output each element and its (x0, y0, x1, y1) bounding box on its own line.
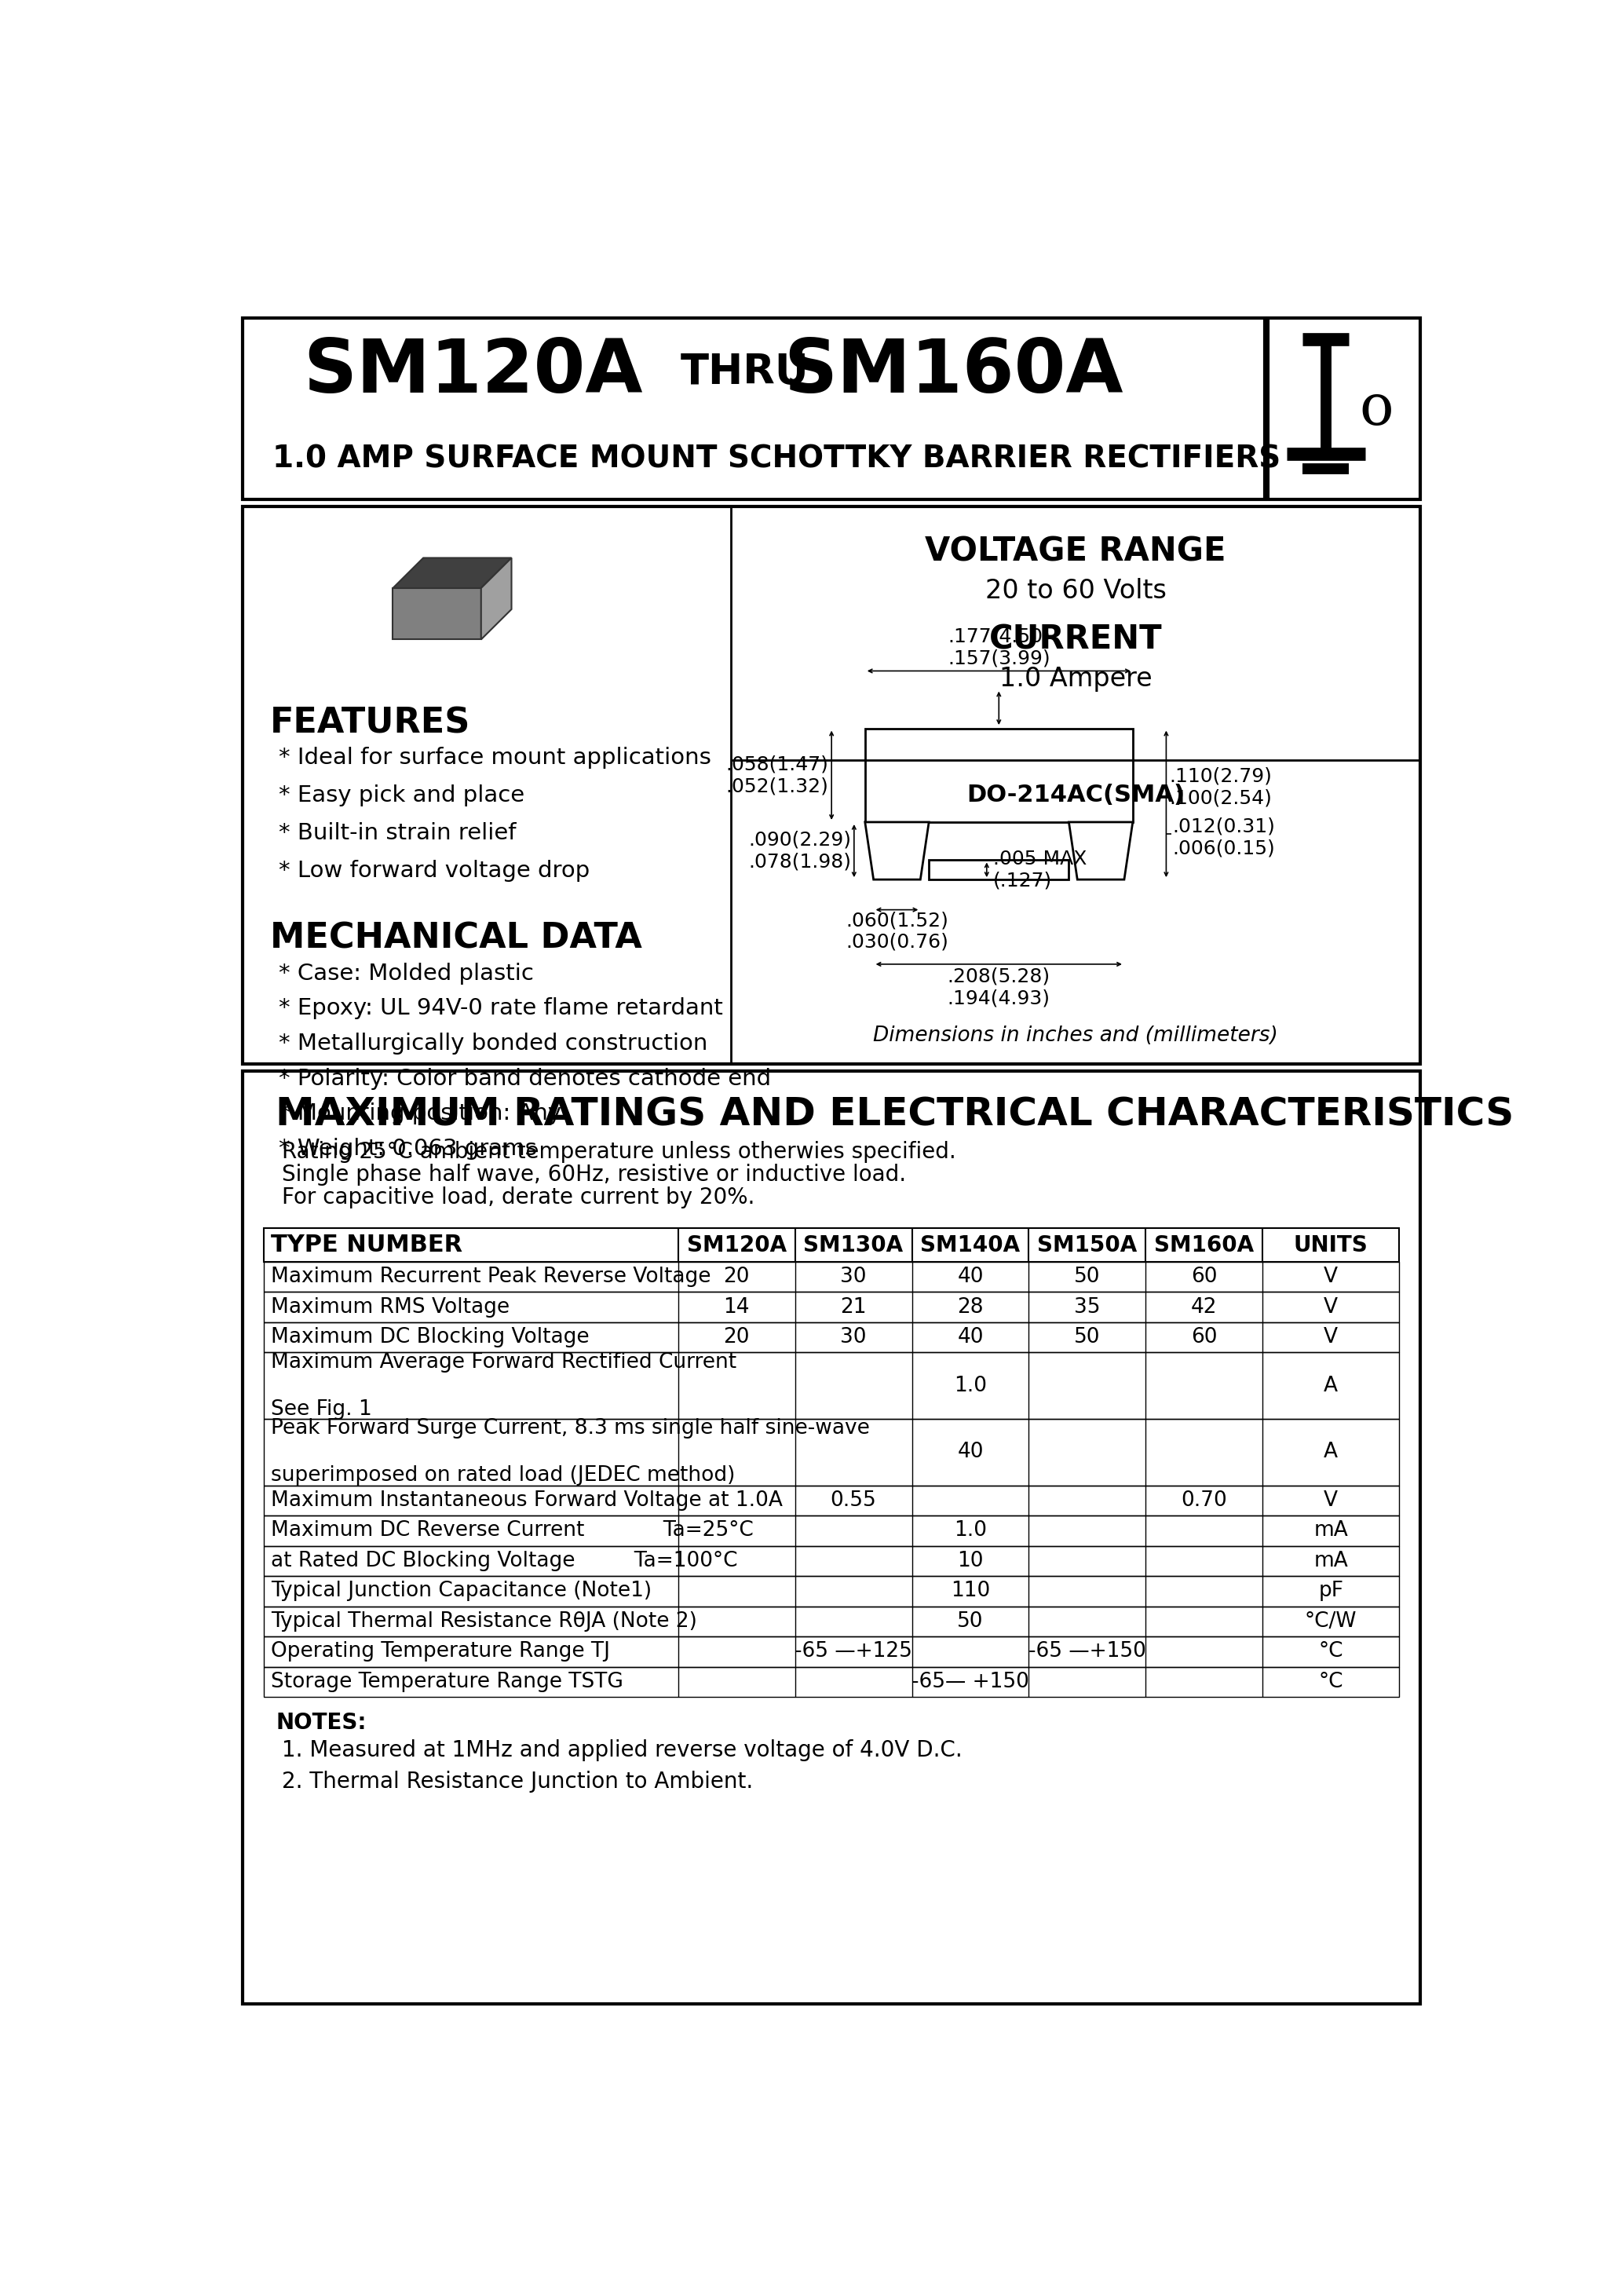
Text: 60: 60 (1191, 1327, 1218, 1348)
Bar (264, 1419, 1398, 1486)
Text: o: o (1359, 381, 1393, 436)
Polygon shape (482, 558, 511, 641)
Polygon shape (393, 588, 482, 641)
Bar (264, 1228, 1398, 1263)
Text: Maximum Recurrent Peak Reverse Voltage: Maximum Recurrent Peak Reverse Voltage (271, 1267, 710, 1288)
Text: 20: 20 (723, 1327, 749, 1348)
Text: THRU: THRU (680, 351, 809, 393)
Text: 1.0: 1.0 (954, 1520, 986, 1541)
Text: MAXIMUM RATINGS AND ELECTRICAL CHARACTERISTICS: MAXIMUM RATINGS AND ELECTRICAL CHARACTER… (276, 1095, 1513, 1134)
Text: V: V (1324, 1267, 1338, 1288)
Text: 35: 35 (1074, 1297, 1100, 1318)
Text: 28: 28 (957, 1297, 983, 1318)
Text: pF: pF (1319, 1582, 1343, 1600)
Text: * Polarity: Color band denotes cathode end: * Polarity: Color band denotes cathode e… (279, 1068, 770, 1091)
Bar (242, 507, 1421, 1063)
Text: .177(4.50)
.157(3.99): .177(4.50) .157(3.99) (947, 627, 1049, 668)
Text: * Case: Molded plastic: * Case: Molded plastic (279, 962, 534, 985)
Text: 40: 40 (957, 1327, 983, 1348)
Text: Dimensions in inches and (millimeters): Dimensions in inches and (millimeters) (873, 1026, 1278, 1045)
Text: SM160A: SM160A (783, 335, 1124, 409)
Text: MECHANICAL DATA: MECHANICAL DATA (269, 921, 642, 955)
Text: 2. Thermal Resistance Junction to Ambient.: 2. Thermal Resistance Junction to Ambien… (282, 1770, 753, 1793)
Text: 0.70: 0.70 (1181, 1490, 1228, 1511)
Text: * Metallurgically bonded construction: * Metallurgically bonded construction (279, 1033, 707, 1054)
Text: 50: 50 (1074, 1267, 1100, 1288)
Text: 50: 50 (957, 1612, 983, 1632)
Bar (264, 1637, 1398, 1667)
Text: 1.0: 1.0 (954, 1375, 986, 1396)
Text: mA: mA (1314, 1520, 1348, 1541)
Text: Single phase half wave, 60Hz, resistive or inductive load.: Single phase half wave, 60Hz, resistive … (282, 1164, 907, 1185)
Text: * Ideal for surface mount applications: * Ideal for surface mount applications (279, 746, 712, 769)
Text: V: V (1324, 1490, 1338, 1511)
Text: FEATURES: FEATURES (269, 705, 470, 739)
Bar (264, 1667, 1398, 1697)
Text: Maximum DC Reverse Current            Ta=25°C: Maximum DC Reverse Current Ta=25°C (271, 1520, 754, 1541)
Text: For capacitive load, derate current by 20%.: For capacitive load, derate current by 2… (282, 1187, 754, 1208)
Text: DO-214AC(SMA): DO-214AC(SMA) (967, 783, 1184, 806)
Text: 10: 10 (957, 1550, 983, 1570)
Text: SM120A: SM120A (303, 335, 642, 409)
Bar (865, 728, 1132, 822)
Text: 40: 40 (957, 1442, 983, 1463)
Text: Maximum Instantaneous Forward Voltage at 1.0A: Maximum Instantaneous Forward Voltage at… (271, 1490, 783, 1511)
Bar (264, 1545, 1398, 1575)
Text: 40: 40 (957, 1267, 983, 1288)
Bar (264, 1293, 1398, 1322)
Bar (264, 1322, 1398, 1352)
Text: 110: 110 (950, 1582, 989, 1600)
Text: .110(2.79)
.100(2.54): .110(2.79) .100(2.54) (1169, 767, 1272, 808)
Text: A: A (1324, 1375, 1338, 1396)
Bar (1268, 317, 1421, 498)
Text: * Weight: 0.063 grams: * Weight: 0.063 grams (279, 1139, 537, 1159)
Text: NOTES:: NOTES: (276, 1713, 367, 1733)
Text: SM140A: SM140A (920, 1233, 1020, 1256)
Text: °C: °C (1319, 1671, 1343, 1692)
Bar (264, 1352, 1398, 1419)
Text: °C: °C (1319, 1642, 1343, 1662)
Text: .060(1.52)
.030(0.76): .060(1.52) .030(0.76) (845, 912, 949, 951)
Text: V: V (1324, 1297, 1338, 1318)
Bar (242, 317, 1265, 498)
Text: * Epoxy: UL 94V-0 rate flame retardant: * Epoxy: UL 94V-0 rate flame retardant (279, 996, 723, 1019)
Text: 42: 42 (1191, 1297, 1218, 1318)
Text: Operating Temperature Range TJ: Operating Temperature Range TJ (271, 1642, 610, 1662)
Text: 30: 30 (840, 1327, 866, 1348)
Text: Maximum DC Blocking Voltage: Maximum DC Blocking Voltage (271, 1327, 589, 1348)
Text: A: A (1324, 1442, 1338, 1463)
Text: .005 MAX
(.127): .005 MAX (.127) (993, 850, 1087, 891)
Polygon shape (1069, 822, 1132, 879)
Text: at Rated DC Blocking Voltage         Ta=100°C: at Rated DC Blocking Voltage Ta=100°C (271, 1550, 738, 1570)
Text: SM120A: SM120A (686, 1233, 787, 1256)
Text: 14: 14 (723, 1297, 749, 1318)
Text: mA: mA (1314, 1550, 1348, 1570)
Text: V: V (1324, 1327, 1338, 1348)
Text: -65— +150: -65— +150 (912, 1671, 1030, 1692)
Text: SM130A: SM130A (803, 1233, 903, 1256)
Text: .058(1.47)
.052(1.32): .058(1.47) .052(1.32) (725, 755, 829, 797)
Bar (264, 1575, 1398, 1607)
Bar (264, 1515, 1398, 1545)
Polygon shape (865, 822, 929, 879)
Text: * Low forward voltage drop: * Low forward voltage drop (279, 859, 590, 882)
Text: Typical Junction Capacitance (Note1): Typical Junction Capacitance (Note1) (271, 1582, 652, 1600)
Text: .208(5.28)
.194(4.93): .208(5.28) .194(4.93) (947, 967, 1051, 1008)
Bar (264, 1607, 1398, 1637)
Bar (264, 1263, 1398, 1293)
Text: VOLTAGE RANGE: VOLTAGE RANGE (925, 535, 1226, 569)
Text: UNITS: UNITS (1294, 1233, 1367, 1256)
Text: .090(2.29)
.078(1.98): .090(2.29) .078(1.98) (749, 831, 852, 870)
Text: 30: 30 (840, 1267, 866, 1288)
Text: 20 to 60 Volts: 20 to 60 Volts (985, 579, 1166, 604)
Text: °C/W: °C/W (1304, 1612, 1358, 1632)
Text: * Easy pick and place: * Easy pick and place (279, 785, 524, 806)
Text: 1.0 Ampere: 1.0 Ampere (999, 666, 1152, 691)
Text: .012(0.31)
.006(0.15): .012(0.31) .006(0.15) (1173, 817, 1275, 856)
Text: Peak Forward Surge Current, 8.3 ms single half sine-wave

superimposed on rated : Peak Forward Surge Current, 8.3 ms singl… (271, 1419, 869, 1486)
Text: 1. Measured at 1MHz and applied reverse voltage of 4.0V D.C.: 1. Measured at 1MHz and applied reverse … (282, 1740, 962, 1761)
Text: Storage Temperature Range TSTG: Storage Temperature Range TSTG (271, 1671, 623, 1692)
Text: SM150A: SM150A (1038, 1233, 1137, 1256)
Bar (242, 1072, 1421, 2004)
Text: CURRENT: CURRENT (989, 622, 1163, 657)
